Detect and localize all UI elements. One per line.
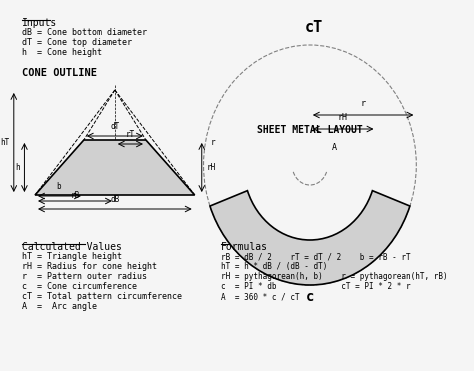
Text: A  =  Arc angle: A = Arc angle — [22, 302, 97, 311]
Text: dB = Cone bottom diameter: dB = Cone bottom diameter — [22, 28, 147, 37]
Text: A: A — [332, 142, 337, 151]
Text: rH: rH — [337, 113, 348, 122]
Text: cT: cT — [305, 20, 323, 35]
Text: dT = Cone top diameter: dT = Cone top diameter — [22, 38, 132, 47]
Text: hT: hT — [0, 138, 9, 147]
Text: rH = pythagorean(h, b)    r = pythagorean(hT, rB): rH = pythagorean(h, b) r = pythagorean(h… — [221, 272, 448, 281]
Text: h: h — [15, 162, 20, 171]
Text: rB = dB / 2    rT = dT / 2    b = rB - rT: rB = dB / 2 rT = dT / 2 b = rB - rT — [221, 252, 411, 261]
Text: dB: dB — [110, 195, 119, 204]
Text: Formulas: Formulas — [221, 242, 268, 252]
Text: r: r — [361, 99, 365, 108]
Text: Calculated Values: Calculated Values — [22, 242, 122, 252]
Text: c  = Cone circumference: c = Cone circumference — [22, 282, 137, 291]
Text: c  = PI * db              cT = PI * 2 * r: c = PI * db cT = PI * 2 * r — [221, 282, 411, 291]
Text: Inputs: Inputs — [22, 18, 57, 28]
Text: dT: dT — [110, 122, 119, 131]
Text: h  = Cone height: h = Cone height — [22, 48, 102, 57]
Text: r: r — [210, 138, 215, 147]
Text: CONE OUTLINE: CONE OUTLINE — [22, 68, 97, 78]
Text: rH: rH — [206, 162, 216, 171]
Text: rT: rT — [125, 130, 135, 139]
Text: hT = Triangle height: hT = Triangle height — [22, 252, 122, 261]
Wedge shape — [210, 191, 410, 285]
Text: A  = 360 * c / cT: A = 360 * c / cT — [221, 292, 300, 301]
Text: c: c — [306, 290, 314, 304]
Text: b: b — [57, 182, 61, 191]
Text: r  = Pattern outer radius: r = Pattern outer radius — [22, 272, 147, 281]
Text: rB: rB — [70, 191, 80, 200]
Text: cT = Total pattern circumference: cT = Total pattern circumference — [22, 292, 182, 301]
Text: SHEET METAL LAYOUT: SHEET METAL LAYOUT — [257, 125, 363, 135]
Polygon shape — [35, 140, 195, 195]
Text: hT = h * dB / (dB - dT): hT = h * dB / (dB - dT) — [221, 262, 328, 271]
Text: rH = Radius for cone height: rH = Radius for cone height — [22, 262, 157, 271]
